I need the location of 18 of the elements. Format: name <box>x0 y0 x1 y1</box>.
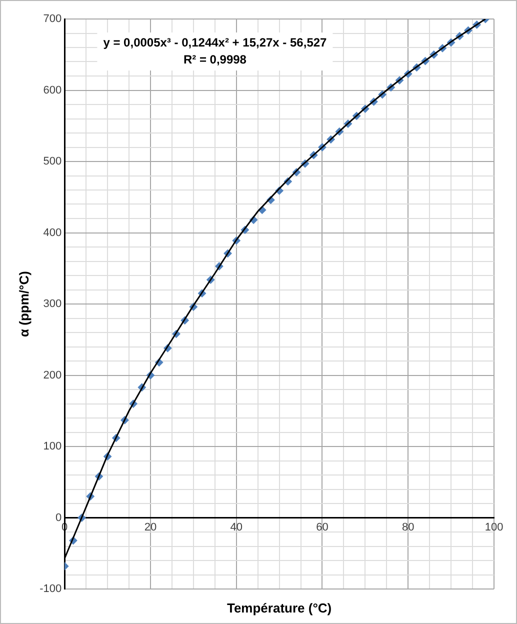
y-tick-label: 600 <box>43 84 62 96</box>
y-tick-label: 0 <box>55 512 62 524</box>
y-tick-label: 700 <box>43 13 62 26</box>
y-axis-title: α (ppm/°C) <box>16 271 32 337</box>
y-tick-label: 300 <box>43 298 62 310</box>
x-tick-label: 100 <box>484 521 504 534</box>
x-tick-label: 40 <box>230 521 242 534</box>
y-tick-label: 400 <box>43 226 62 239</box>
y-tick-label: -100 <box>40 583 62 596</box>
annotation: R² = 0,9998 <box>183 52 247 66</box>
y-tick-label: 100 <box>43 440 62 453</box>
annotation: y = 0,0005x³ - 0,1244x² + 15,27x - 56,527 <box>103 35 328 50</box>
x-tick-label: 80 <box>402 521 414 534</box>
x-axis-title: Température (°C) <box>226 600 332 616</box>
y-tick-label: 200 <box>43 369 62 382</box>
x-tick-label: 60 <box>316 521 328 534</box>
x-tick-label: 20 <box>144 521 157 534</box>
y-tick-label: 500 <box>43 156 62 168</box>
